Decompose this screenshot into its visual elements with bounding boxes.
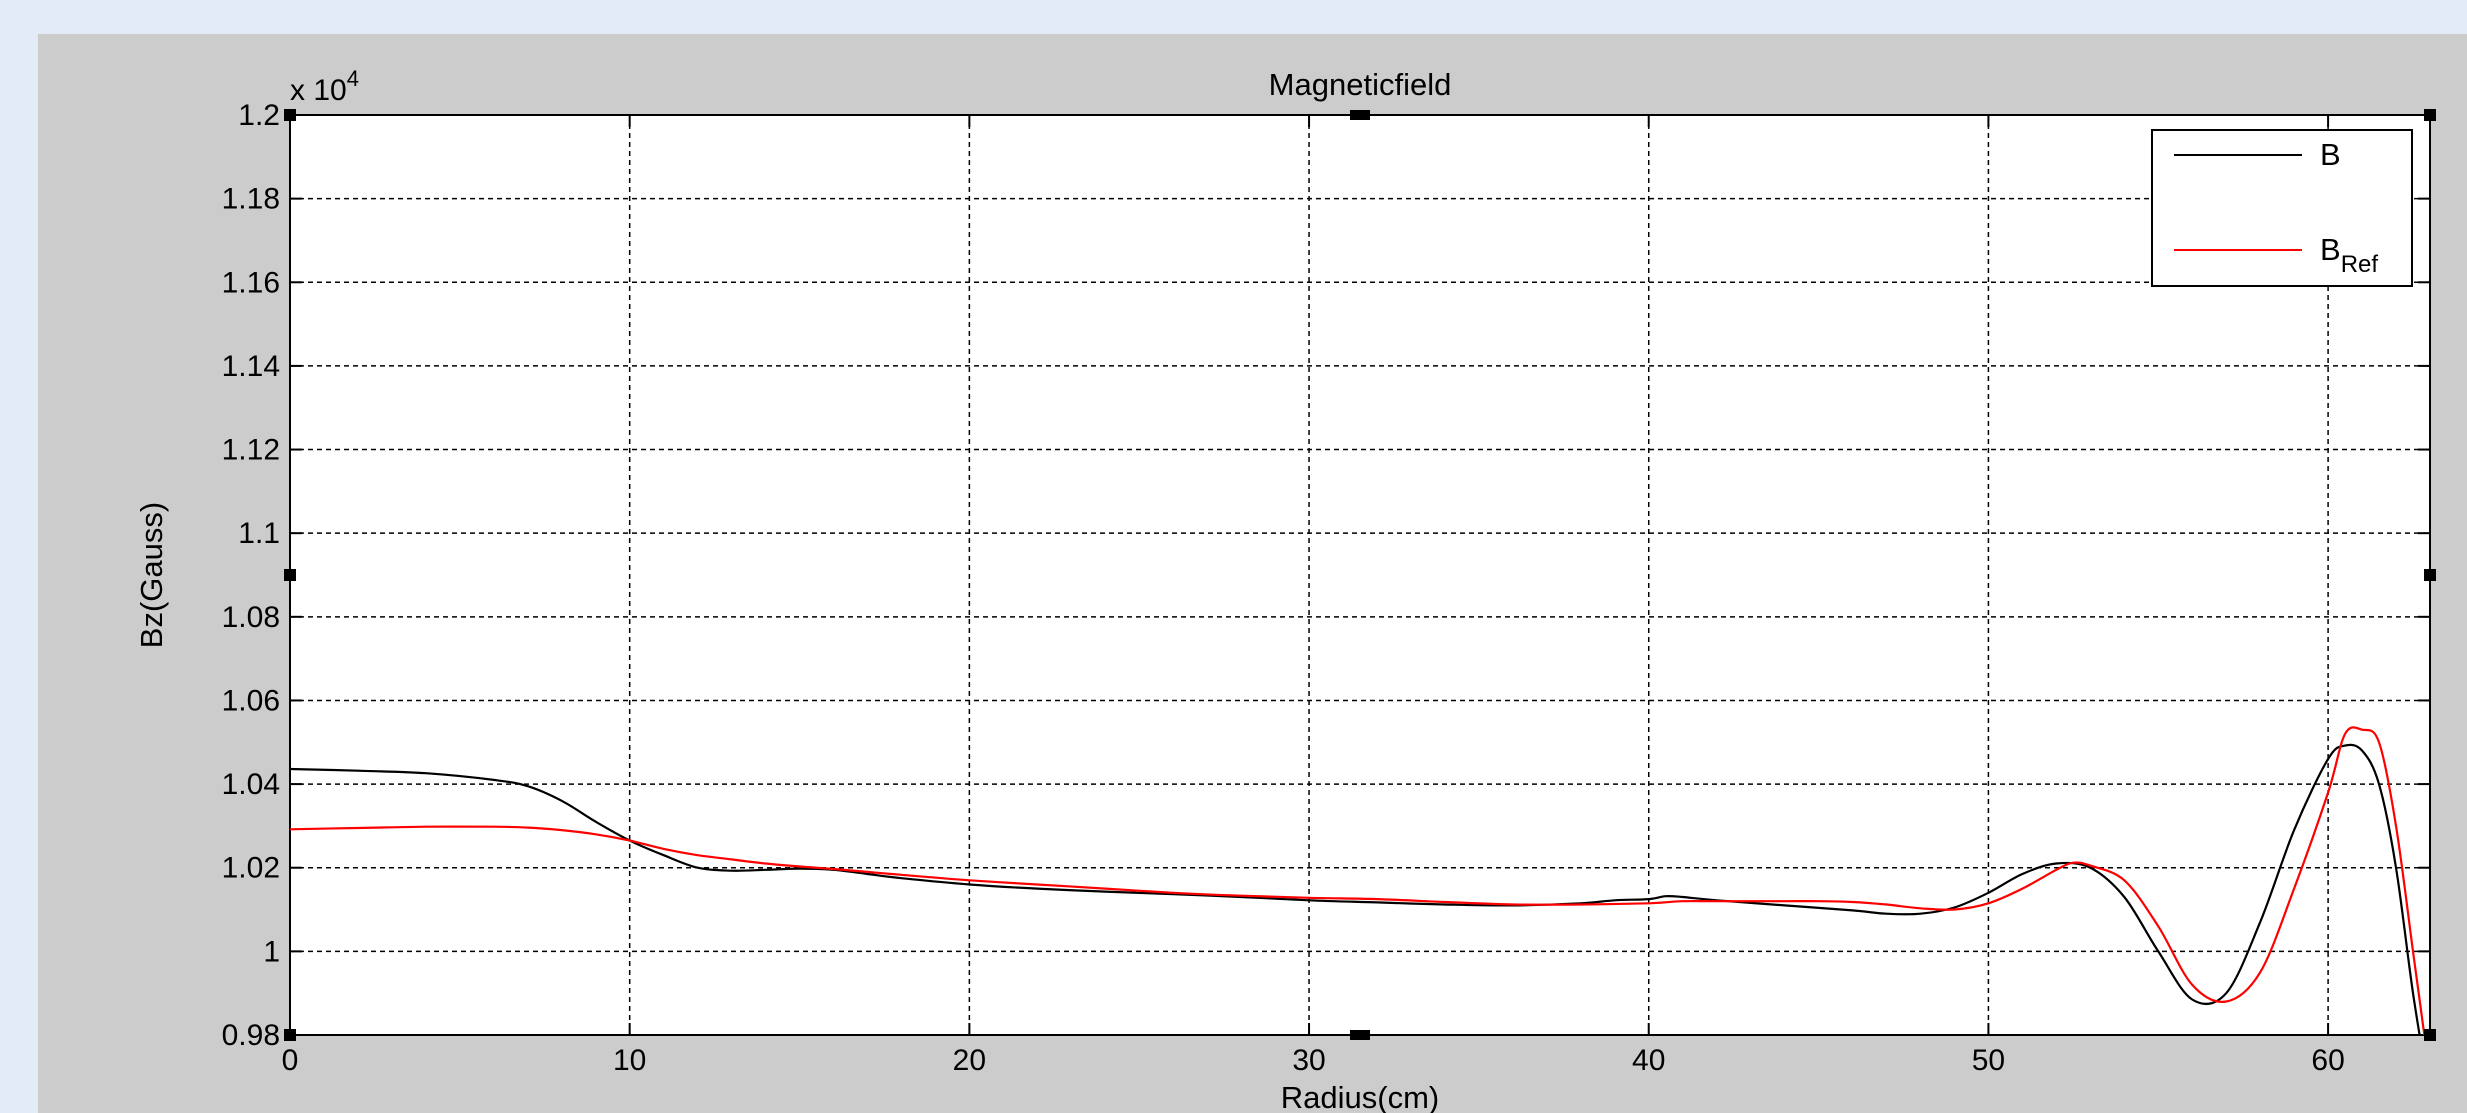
legend-label-b-ref-subscript: Ref xyxy=(2341,251,2379,278)
legend[interactable]: B BRef xyxy=(2151,129,2413,287)
legend-label-b-ref-base: B xyxy=(2320,232,2341,267)
y-tick-label: 1.1 xyxy=(238,517,280,550)
series-line-b-ref xyxy=(290,726,2426,1035)
y-axis-title: Bz(Gauss) xyxy=(134,502,169,648)
x-tick-label: 20 xyxy=(953,1044,986,1077)
axis-ticks: 0 10 20 30 40 50 60 0.98 1 1.02 1.04 1.06 1.08 1.1 1.1… xyxy=(222,99,2430,1077)
y-tick-label: 1.2 xyxy=(238,99,280,132)
resize-handle[interactable] xyxy=(2424,569,2436,581)
resize-handle[interactable] xyxy=(2424,109,2436,121)
x-tick-label: 30 xyxy=(1292,1044,1325,1077)
resize-handle[interactable] xyxy=(284,1029,296,1041)
x-tick-label: 10 xyxy=(613,1044,646,1077)
x-tick-label: 40 xyxy=(1632,1044,1665,1077)
selection-handles[interactable] xyxy=(284,109,2436,1041)
resize-handle[interactable] xyxy=(284,109,296,121)
series-lines xyxy=(290,726,2426,1035)
x-axis-title: Radius(cm) xyxy=(1281,1080,1439,1113)
x-tick-label: 60 xyxy=(2311,1044,2344,1077)
resize-handle[interactable] xyxy=(2424,1029,2436,1041)
grid xyxy=(290,115,2430,1035)
series-line-b xyxy=(290,743,2421,1035)
resize-handle[interactable] xyxy=(1350,110,1370,120)
y-tick-label: 1.14 xyxy=(222,350,280,383)
legend-label-b: B xyxy=(2320,137,2341,172)
y-tick-label: 1.12 xyxy=(222,434,280,467)
y-tick-label: 1.02 xyxy=(222,852,280,885)
y-tick-label: 1.06 xyxy=(222,684,280,717)
y-axis-exponent: x 104 xyxy=(290,66,359,107)
plot-area xyxy=(290,115,2430,1035)
resize-handle[interactable] xyxy=(284,569,296,581)
x-tick-label: 50 xyxy=(1972,1044,2005,1077)
y-tick-label: 1.18 xyxy=(222,183,280,216)
y-exponent-power: 4 xyxy=(347,66,359,91)
x-tick-label: 0 xyxy=(282,1044,299,1077)
y-tick-label: 0.98 xyxy=(222,1019,280,1052)
y-tick-label: 1.04 xyxy=(222,768,280,801)
resize-handle[interactable] xyxy=(1350,1030,1370,1040)
y-tick-label: 1.08 xyxy=(222,601,280,634)
y-tick-label: 1 xyxy=(263,935,280,968)
legend-label-b-ref: BRef xyxy=(2320,232,2378,278)
y-tick-label: 1.16 xyxy=(222,266,280,299)
chart-title: Magneticfield xyxy=(1269,67,1452,102)
y-exponent-base: x 10 xyxy=(290,74,347,107)
